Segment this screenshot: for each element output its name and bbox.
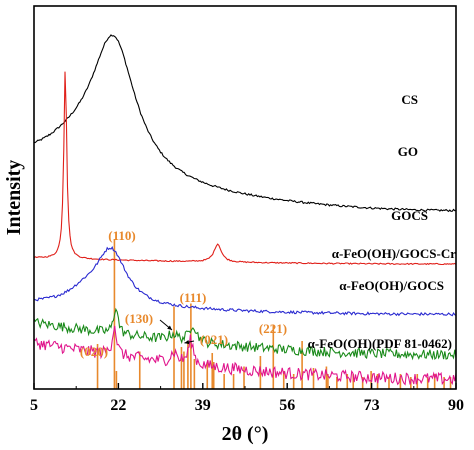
miller-label: (130) [125, 311, 153, 326]
series-line-go [33, 71, 457, 266]
arrow-head [167, 325, 173, 330]
reference-label: α-FeO(OH)(PDF 81-0462) [308, 336, 452, 351]
x-tick-label: 39 [195, 397, 211, 414]
series-label: CS [401, 92, 418, 107]
series-line--feo-oh-gocs [33, 325, 457, 386]
series-line-gocs [33, 245, 457, 317]
series-line-cs [33, 34, 457, 213]
series-line--feo-oh-gocs-cr [33, 307, 457, 361]
x-axis-ticks: 5 22 39 56 73 90 [30, 383, 464, 414]
x-tick-label: 22 [110, 397, 126, 414]
miller-label: (221) [259, 321, 287, 336]
miller-label: (020) [80, 344, 108, 359]
miller-index-labels: (020) (110) (130) (021) (111) (221) [80, 228, 287, 359]
series-label: α-FeO(OH)/GOCS-Cr [332, 246, 456, 261]
series-label: α-FeO(OH)/GOCS [339, 278, 444, 293]
series-curves [33, 34, 457, 386]
x-tick-label: 90 [448, 397, 464, 414]
arrow-head [184, 339, 190, 345]
y-axis-title: Intensity [3, 160, 25, 236]
series-labels: CS GO GOCS α-FeO(OH)/GOCS-Cr α-FeO(OH)/GOCS α… [308, 92, 457, 351]
x-tick-label: 56 [279, 397, 295, 414]
x-axis-title: 2θ (°) [222, 423, 269, 445]
miller-label: (111) [180, 290, 207, 305]
miller-label: (021) [200, 332, 228, 347]
series-label: GOCS [391, 208, 428, 223]
x-tick-label: 5 [30, 397, 38, 414]
series-label: GO [398, 144, 418, 159]
miller-label: (110) [108, 228, 135, 243]
x-tick-label: 73 [364, 397, 380, 414]
